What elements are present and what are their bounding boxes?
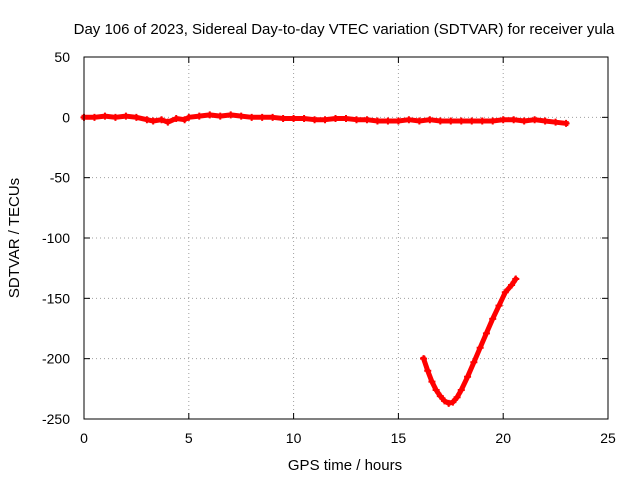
data-point — [501, 288, 509, 296]
data-point — [164, 118, 172, 126]
data-point — [541, 117, 549, 125]
data-point — [300, 115, 308, 123]
data-point — [158, 116, 166, 124]
data-point — [489, 117, 497, 125]
y-tick-label: 0 — [62, 109, 70, 125]
data-point — [216, 112, 224, 120]
data-point — [520, 117, 528, 125]
x-axis-label: GPS time / hours — [288, 457, 402, 474]
data-point — [195, 112, 203, 120]
y-tick-label: -200 — [42, 351, 70, 367]
data-point — [111, 113, 119, 121]
ticks — [83, 56, 609, 420]
x-tick-label: 15 — [391, 430, 407, 446]
data-point — [457, 386, 465, 394]
data-point — [394, 117, 402, 125]
data-point — [426, 116, 434, 124]
y-axis-label: SDTVAR / TECUs — [6, 178, 23, 298]
data-point — [373, 117, 381, 125]
data-point — [468, 117, 476, 125]
data-point — [508, 281, 516, 289]
data-point — [449, 398, 457, 406]
data-point — [352, 116, 360, 124]
x-tick-label: 5 — [185, 430, 193, 446]
data-point — [149, 117, 157, 125]
data-point — [495, 302, 503, 310]
data-point — [237, 112, 245, 120]
data-point — [132, 113, 140, 121]
data-point — [428, 378, 436, 386]
data-point — [447, 117, 455, 125]
y-tick-label: 50 — [54, 49, 70, 65]
data-point — [415, 117, 423, 125]
data-point — [441, 397, 449, 405]
data-point — [342, 115, 350, 123]
data-point — [562, 119, 570, 127]
data-point — [552, 118, 560, 126]
grid — [84, 57, 608, 419]
data-point — [290, 115, 298, 123]
data-point — [248, 113, 256, 121]
data-point — [122, 112, 130, 120]
x-tick-label: 10 — [286, 430, 302, 446]
data-point — [90, 113, 98, 121]
data-point — [510, 116, 518, 124]
tick-labels: 0 5 10 15 20 25 -250 -200 -150 -100 -50 0 50 — [42, 49, 616, 446]
data-point — [464, 373, 472, 381]
data-point — [436, 392, 444, 400]
data-point — [181, 116, 189, 124]
data-point — [432, 386, 440, 394]
data-point — [332, 115, 340, 123]
data-point — [436, 117, 444, 125]
data-point — [185, 113, 193, 121]
data-point — [531, 116, 539, 124]
data-point — [101, 112, 109, 120]
data-point — [445, 399, 453, 407]
data-point — [453, 393, 461, 401]
y-tick-label: -150 — [42, 290, 70, 306]
data-point — [420, 355, 428, 363]
data-point — [470, 358, 478, 366]
data-point — [384, 117, 392, 125]
data-point — [476, 344, 484, 352]
data-point — [363, 116, 371, 124]
data-point — [143, 116, 151, 124]
plot-frame — [83, 56, 609, 420]
data-point — [172, 115, 180, 123]
y-tick-label: -250 — [42, 411, 70, 427]
data-point — [512, 275, 520, 283]
x-tick-label: 0 — [80, 430, 88, 446]
y-tick-label: -50 — [50, 170, 70, 186]
data-point — [482, 329, 490, 337]
data-point — [321, 116, 329, 124]
series-line — [420, 275, 520, 406]
data-point — [499, 116, 507, 124]
data-point — [424, 367, 432, 375]
data-point — [311, 116, 319, 124]
data-point — [405, 116, 413, 124]
data-point — [478, 117, 486, 125]
x-tick-label: 25 — [600, 430, 616, 446]
x-tick-label: 20 — [495, 430, 511, 446]
chart-title: Day 106 of 2023, Sidereal Day-to-day VTE… — [74, 21, 615, 38]
data-point — [258, 113, 266, 121]
data-series — [80, 111, 570, 407]
data-point — [489, 315, 497, 323]
data-point — [457, 117, 465, 125]
y-tick-label: -100 — [42, 230, 70, 246]
data-point — [269, 113, 277, 121]
data-point — [279, 115, 287, 123]
data-point — [227, 111, 235, 119]
data-point — [206, 111, 214, 119]
